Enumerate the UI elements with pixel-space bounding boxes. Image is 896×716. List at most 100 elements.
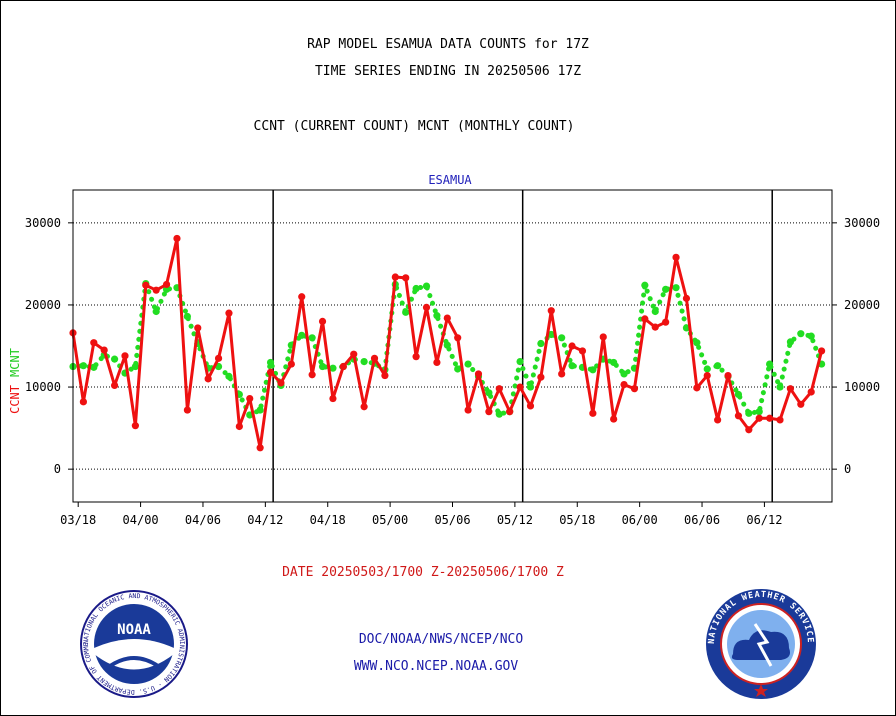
data-point-ccnt	[620, 380, 628, 389]
data-point-ccnt	[110, 381, 119, 390]
date-range: DATE 20250503/1700 Z-20250506/1700 Z	[282, 565, 564, 580]
data-point-ccnt	[485, 408, 493, 416]
y-axis-right: 0 10000 20000 30000	[832, 216, 880, 476]
data-point-ccnt	[370, 354, 379, 362]
data-point-ccnt	[755, 414, 763, 422]
data-point-mcnt	[797, 330, 805, 338]
data-point-mcnt	[714, 362, 722, 370]
data-point-mcnt	[329, 364, 337, 372]
time-series-chart: ESAMUA 0 10000 20000 30000 0 10000 20000 30000…	[8, 173, 880, 527]
data-point-mcnt	[266, 358, 275, 367]
data-point-mcnt	[786, 338, 795, 346]
data-point-ccnt	[131, 422, 139, 430]
data-point-ccnt	[682, 294, 691, 302]
data-point-ccnt	[402, 274, 410, 282]
data-point-mcnt	[755, 408, 763, 416]
data-point-ccnt	[246, 394, 254, 403]
data-point-mcnt	[443, 341, 451, 349]
data-point-ccnt	[204, 375, 212, 383]
chart-title-line3: CCNT (CURRENT COUNT) MCNT (MONTHLY COUNT…	[253, 119, 575, 134]
y-label-ccnt: CCNT	[8, 385, 22, 414]
y-tick-label: 20000	[844, 298, 880, 312]
plot-frame	[72, 189, 833, 503]
y-tick-label: 20000	[25, 298, 61, 312]
nws-logo: NATIONAL WEATHER SERVICE	[706, 589, 816, 699]
data-point-mcnt	[734, 390, 743, 399]
data-point-mcnt	[298, 331, 306, 339]
x-tick-label: 05/00	[372, 513, 408, 527]
y-tick-label: 30000	[844, 216, 880, 230]
data-point-mcnt	[256, 406, 264, 414]
data-point-ccnt	[526, 402, 535, 410]
data-point-mcnt	[662, 285, 670, 293]
data-point-ccnt	[412, 353, 420, 361]
x-tick-label: 05/12	[497, 513, 533, 527]
data-point-ccnt	[454, 334, 462, 342]
data-point-ccnt	[474, 370, 483, 378]
data-point-mcnt	[183, 312, 191, 321]
data-point-ccnt	[318, 317, 327, 325]
data-point-mcnt	[807, 332, 815, 340]
data-point-ccnt	[495, 385, 503, 393]
data-point-ccnt	[714, 416, 722, 424]
data-point-ccnt	[589, 409, 597, 417]
data-point-ccnt	[277, 379, 285, 387]
data-point-ccnt	[266, 368, 275, 376]
data-point-ccnt	[818, 347, 826, 355]
data-point-ccnt	[703, 371, 711, 380]
data-point-mcnt	[131, 362, 139, 371]
data-point-ccnt	[422, 303, 431, 312]
x-tick-label: 05/06	[434, 513, 470, 527]
chart-title-line2: TIME SERIES ENDING IN 20250506 17Z	[314, 64, 582, 79]
data-point-mcnt	[745, 409, 753, 417]
data-point-mcnt	[693, 339, 701, 347]
data-point-ccnt	[786, 385, 795, 393]
data-point-ccnt	[797, 400, 805, 408]
data-point-ccnt	[235, 422, 243, 431]
data-point-mcnt	[464, 360, 472, 368]
data-point-ccnt	[162, 280, 171, 289]
data-point-ccnt	[599, 333, 607, 341]
data-point-mcnt	[485, 389, 493, 397]
data-point-ccnt	[308, 371, 316, 379]
x-tick-label: 06/00	[622, 513, 658, 527]
data-point-ccnt	[381, 371, 389, 380]
credit-url[interactable]: WWW.NCO.NCEP.NOAA.GOV	[353, 659, 519, 674]
data-point-mcnt	[641, 281, 649, 289]
y-tick-label: 30000	[25, 216, 61, 230]
data-point-ccnt	[443, 314, 451, 322]
data-point-mcnt	[537, 339, 545, 348]
data-point-mcnt	[318, 362, 327, 371]
data-point-ccnt	[121, 352, 129, 360]
data-point-ccnt	[183, 406, 191, 414]
data-point-ccnt	[339, 362, 347, 371]
data-point-ccnt	[547, 307, 555, 315]
x-tick-label: 05/18	[559, 513, 595, 527]
data-point-mcnt	[610, 358, 618, 367]
data-point-ccnt	[724, 371, 732, 380]
data-point-ccnt	[464, 406, 472, 414]
plot-title: ESAMUA	[428, 173, 472, 187]
data-point-mcnt	[110, 355, 119, 363]
data-point-ccnt	[287, 360, 295, 368]
data-point-mcnt	[558, 334, 566, 342]
credit-org[interactable]: DOC/NOAA/NWS/NCEP/NCO	[358, 632, 524, 647]
data-point-ccnt	[568, 342, 576, 350]
data-point-ccnt	[391, 273, 399, 281]
data-point-mcnt	[620, 370, 628, 378]
data-point-ccnt	[662, 318, 670, 326]
y-tick-label: 0	[844, 462, 851, 476]
data-point-ccnt	[506, 408, 514, 416]
data-point-ccnt	[766, 414, 774, 422]
data-point-mcnt	[672, 284, 680, 292]
data-point-ccnt	[558, 370, 566, 378]
y-tick-label: 10000	[844, 380, 880, 394]
data-point-ccnt	[350, 350, 358, 358]
data-point-mcnt	[79, 362, 87, 370]
noaa-logo-text: NOAA	[117, 622, 151, 638]
data-point-ccnt	[672, 253, 680, 261]
y-axis-left: 0 10000 20000 30000	[25, 216, 73, 476]
x-tick-label: 04/06	[185, 513, 221, 527]
data-point-mcnt	[589, 366, 597, 374]
x-axis: 03/18 04/00 04/06 04/12 04/18 05/00 05/06 05/12…	[60, 502, 782, 527]
